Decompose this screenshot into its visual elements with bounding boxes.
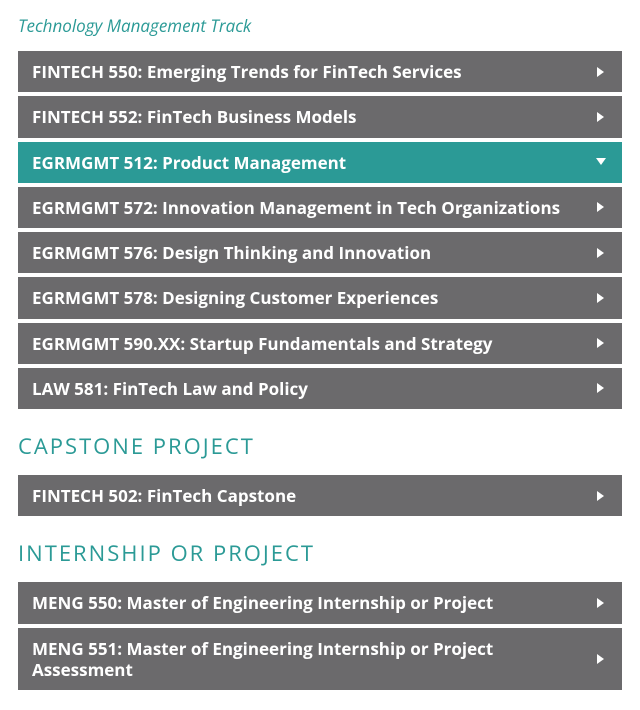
chevron-right-icon bbox=[594, 202, 608, 212]
accordion-tech-mgmt: FINTECH 550: Emerging Trends for FinTech… bbox=[18, 51, 622, 409]
accordion-item-egrmgmt-512[interactable]: EGRMGMT 512: Product Management bbox=[18, 142, 622, 183]
accordion-item-label: EGRMGMT 576: Design Thinking and Innovat… bbox=[32, 242, 594, 263]
accordion-item-label: EGRMGMT 590.XX: Startup Fundamentals and… bbox=[32, 333, 594, 354]
accordion-item-label: EGRMGMT 572: Innovation Management in Te… bbox=[32, 197, 594, 218]
accordion-internship: MENG 550: Master of Engineering Internsh… bbox=[18, 582, 622, 690]
accordion-item-egrmgmt-578[interactable]: EGRMGMT 578: Designing Customer Experien… bbox=[18, 277, 622, 318]
chevron-right-icon bbox=[594, 598, 608, 608]
accordion-item-meng-550[interactable]: MENG 550: Master of Engineering Internsh… bbox=[18, 582, 622, 623]
accordion-item-label: MENG 551: Master of Engineering Internsh… bbox=[32, 638, 594, 681]
accordion-item-meng-551[interactable]: MENG 551: Master of Engineering Internsh… bbox=[18, 628, 622, 691]
accordion-item-label: FINTECH 550: Emerging Trends for FinTech… bbox=[32, 61, 594, 82]
chevron-right-icon bbox=[594, 491, 608, 501]
chevron-right-icon bbox=[594, 248, 608, 258]
section-heading-internship: INTERNSHIP OR PROJECT bbox=[18, 538, 622, 568]
accordion-item-label: FINTECH 502: FinTech Capstone bbox=[32, 485, 594, 506]
accordion-item-egrmgmt-590xx[interactable]: EGRMGMT 590.XX: Startup Fundamentals and… bbox=[18, 323, 622, 364]
chevron-right-icon bbox=[594, 293, 608, 303]
chevron-right-icon bbox=[594, 654, 608, 664]
accordion-item-law-581[interactable]: LAW 581: FinTech Law and Policy bbox=[18, 368, 622, 409]
accordion-item-fintech-550[interactable]: FINTECH 550: Emerging Trends for FinTech… bbox=[18, 51, 622, 92]
chevron-down-icon bbox=[594, 158, 608, 166]
accordion-item-label: MENG 550: Master of Engineering Internsh… bbox=[32, 592, 594, 613]
chevron-right-icon bbox=[594, 383, 608, 393]
accordion-item-fintech-552[interactable]: FINTECH 552: FinTech Business Models bbox=[18, 96, 622, 137]
accordion-item-fintech-502[interactable]: FINTECH 502: FinTech Capstone bbox=[18, 475, 622, 516]
sections-container: FINTECH 550: Emerging Trends for FinTech… bbox=[18, 51, 622, 690]
accordion-item-egrmgmt-576[interactable]: EGRMGMT 576: Design Thinking and Innovat… bbox=[18, 232, 622, 273]
chevron-right-icon bbox=[594, 338, 608, 348]
chevron-right-icon bbox=[594, 67, 608, 77]
accordion-capstone: FINTECH 502: FinTech Capstone bbox=[18, 475, 622, 516]
section-heading-capstone: CAPSTONE PROJECT bbox=[18, 431, 622, 461]
chevron-right-icon bbox=[594, 112, 608, 122]
accordion-item-label: LAW 581: FinTech Law and Policy bbox=[32, 378, 594, 399]
accordion-item-label: FINTECH 552: FinTech Business Models bbox=[32, 106, 594, 127]
accordion-item-egrmgmt-572[interactable]: EGRMGMT 572: Innovation Management in Te… bbox=[18, 187, 622, 228]
accordion-item-label: EGRMGMT 512: Product Management bbox=[32, 152, 594, 173]
accordion-item-label: EGRMGMT 578: Designing Customer Experien… bbox=[32, 287, 594, 308]
track-heading: Technology Management Track bbox=[18, 14, 622, 37]
